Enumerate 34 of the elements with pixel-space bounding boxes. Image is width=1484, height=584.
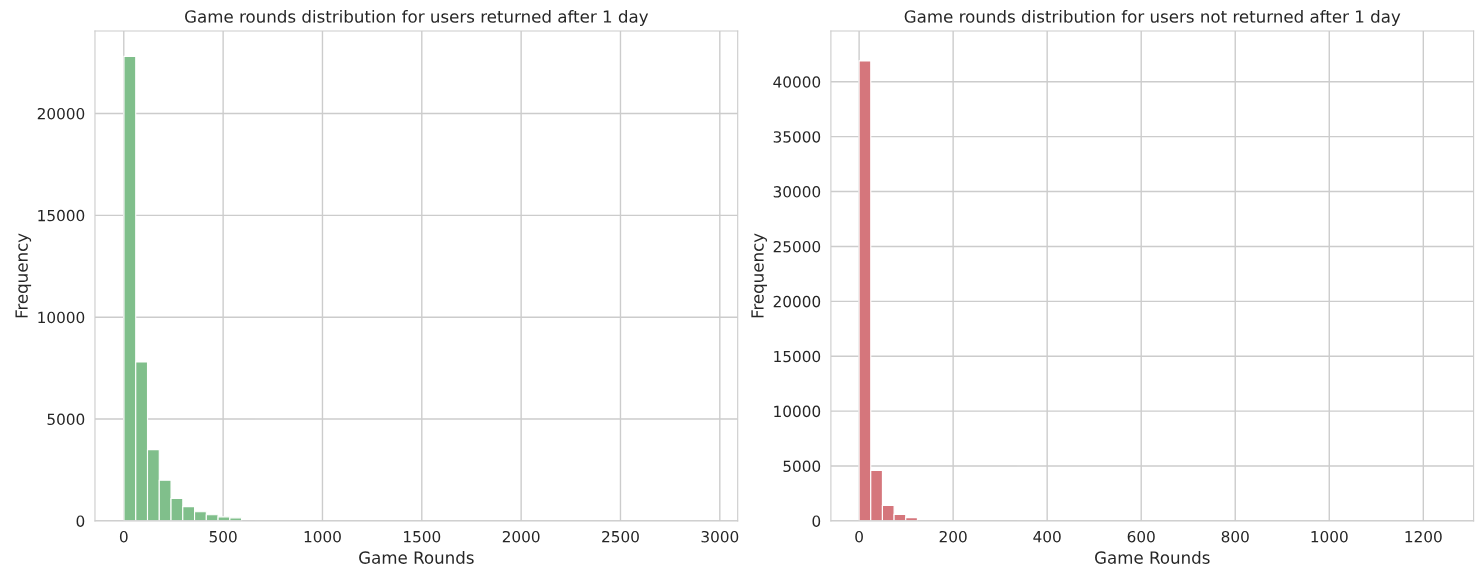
y-tick-label: 5000 [47, 413, 85, 426]
y-tick-label: 15000 [38, 209, 85, 222]
x-tick-label: 1000 [1311, 530, 1348, 543]
y-tick-label: 25000 [773, 240, 821, 253]
x-tick-label: 1000 [304, 530, 341, 543]
y-tick-label: 35000 [773, 131, 821, 143]
x-tick-label: 200 [939, 530, 967, 543]
y-tick-label: 15000 [774, 350, 821, 363]
y-tick-label: 5000 [783, 460, 821, 473]
x-tick-label: 2500 [602, 530, 639, 543]
y-axis-title: Frequency [15, 233, 32, 318]
y-tick-label: 10000 [38, 311, 85, 324]
x-tick-label: 0 [855, 530, 863, 543]
x-tick-label: 500 [209, 530, 237, 543]
y-tick-label: 40000 [773, 76, 821, 88]
y-tick-label: 30000 [773, 186, 821, 198]
y-tick-label: 20000 [37, 107, 85, 120]
chart-title: Game rounds distribution for users not returned after 1 day [904, 9, 1401, 27]
x-tick-label: 600 [1127, 530, 1155, 543]
x-tick-label: 1500 [404, 530, 441, 543]
x-axis-title: Game Rounds [1095, 550, 1210, 564]
y-tick-label: 10000 [774, 405, 821, 418]
x-tick-label: 400 [1033, 530, 1061, 543]
x-tick-label: 3000 [701, 530, 739, 543]
x-tick-label: 0 [119, 530, 128, 543]
y-tick-label: 0 [76, 515, 85, 527]
x-axis-title: Game Rounds [359, 550, 474, 564]
y-tick-label: 0 [812, 515, 821, 527]
x-tick-label: 2000 [502, 530, 540, 543]
y-tick-label: 20000 [773, 295, 821, 308]
chart-title: Game rounds distribution for users returned after 1 day [185, 9, 649, 27]
x-tick-label: 800 [1221, 530, 1249, 543]
x-tick-label: 1200 [1405, 530, 1442, 543]
y-axis-title: Frequency [751, 233, 768, 318]
